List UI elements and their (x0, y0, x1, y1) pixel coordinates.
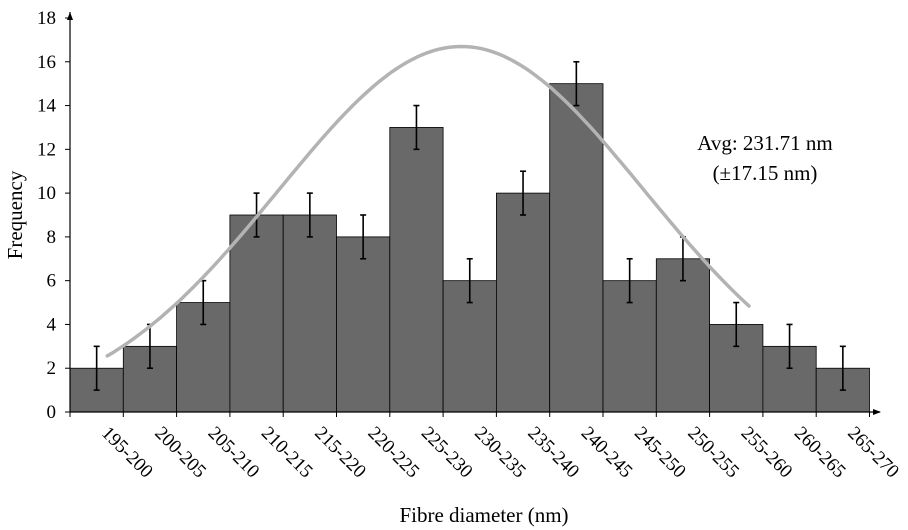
x-tick-label-220-225: 220-225 (364, 423, 424, 483)
normal-fit-curve (105, 44, 751, 358)
x-tick-label-210-215: 210-215 (257, 423, 317, 483)
bar-210-215 (229, 214, 284, 413)
bar-235-240 (495, 192, 551, 413)
error-bar-220-225 (360, 214, 367, 260)
y-axis-title: Frequency (3, 170, 27, 259)
y-tick-label-10: 10 (37, 183, 56, 204)
x-tick-label-230-235: 230-235 (470, 423, 530, 483)
x-tick-label-240-245: 240-245 (577, 423, 637, 483)
y-tick-label-16: 16 (37, 52, 56, 73)
x-tick-label-260-265: 260-265 (790, 423, 850, 483)
y-tick-label-18: 18 (37, 8, 56, 29)
y-axis-arrow (67, 12, 73, 20)
x-tick-label-205-210: 205-210 (204, 423, 264, 483)
error-bar-245-250 (626, 257, 633, 304)
x-tick-label-195-200: 195-200 (97, 423, 157, 483)
x-tick-labels: 195-200200-205205-210210-215215-220220-2… (97, 423, 903, 483)
error-bar-240-245 (573, 60, 580, 107)
y-tick-label-0: 0 (47, 402, 57, 423)
error-bar-260-265 (786, 323, 793, 370)
x-tick-label-200-205: 200-205 (150, 423, 210, 483)
average-annotation-line2: (±17.15 nm) (713, 161, 818, 185)
bar-225-230 (389, 127, 444, 413)
x-tick-label-225-230: 225-230 (417, 423, 477, 483)
average-annotation-line1: Avg: 231.71 nm (697, 131, 833, 155)
x-tick-label-235-240: 235-240 (524, 423, 584, 483)
x-tick-label-265-270: 265-270 (843, 423, 903, 483)
y-tick-label-6: 6 (47, 271, 57, 292)
error-bar-255-260 (733, 301, 740, 348)
x-tick-label-250-255: 250-255 (683, 423, 743, 483)
bar-215-220 (282, 214, 337, 413)
y-tick-label-4: 4 (47, 314, 57, 335)
error-bar-230-235 (466, 257, 473, 304)
x-axis-arrow (873, 409, 881, 415)
bar-240-245 (549, 83, 604, 413)
error-bar-265-270 (839, 345, 846, 391)
y-tick-label-12: 12 (37, 139, 56, 160)
x-axis-title: Fibre diameter (nm) (399, 503, 568, 527)
y-tick-label-2: 2 (47, 358, 57, 379)
axes-group (65, 12, 881, 417)
y-tick-labels: 0 2 4 6 8 10 12 14 16 18 (37, 8, 57, 423)
error-bar-215-220 (306, 192, 313, 238)
error-bar-195-200 (93, 345, 100, 391)
x-tick-label-245-250: 245-250 (630, 423, 690, 483)
y-tick-label-8: 8 (47, 227, 57, 248)
bar-220-225 (336, 236, 391, 413)
fit-curve-group (105, 44, 751, 358)
error-bar-235-240 (520, 170, 527, 216)
x-tick-label-215-220: 215-220 (310, 423, 370, 483)
y-tick-label-14: 14 (37, 96, 57, 117)
bars-group (69, 83, 870, 413)
error-bar-225-230 (413, 104, 420, 151)
bar-250-255 (655, 258, 710, 413)
x-tick-label-255-260: 255-260 (737, 423, 797, 483)
